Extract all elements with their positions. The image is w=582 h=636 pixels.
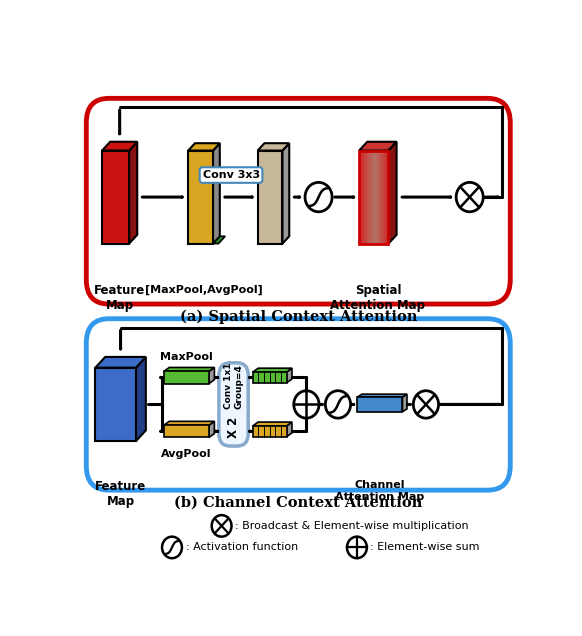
Polygon shape [188,143,220,151]
Text: Conv 1x1
Group=4: Conv 1x1 Group=4 [224,363,243,410]
Polygon shape [95,368,136,441]
Polygon shape [376,151,378,244]
Text: : Activation function: : Activation function [186,543,298,553]
Circle shape [294,391,319,418]
Polygon shape [164,368,214,371]
Polygon shape [359,142,396,151]
Text: : Broadcast & Element-wise multiplication: : Broadcast & Element-wise multiplicatio… [235,521,469,531]
Polygon shape [357,397,403,411]
Text: : Element-wise sum: : Element-wise sum [371,543,480,553]
Polygon shape [361,151,362,244]
Polygon shape [370,151,371,244]
Polygon shape [359,151,361,244]
Polygon shape [385,151,387,244]
Text: Conv 3x3: Conv 3x3 [203,170,260,180]
Circle shape [162,537,182,558]
Circle shape [456,183,483,212]
Text: (b) Channel Context Attention: (b) Channel Context Attention [174,496,423,510]
Polygon shape [253,372,286,383]
Polygon shape [362,151,364,244]
FancyBboxPatch shape [219,363,248,446]
Polygon shape [365,151,367,244]
Circle shape [413,391,439,418]
Polygon shape [389,151,390,244]
Text: X 2: X 2 [227,417,240,438]
Polygon shape [403,394,407,411]
Polygon shape [389,142,396,244]
Polygon shape [194,143,225,244]
Polygon shape [253,368,292,372]
Polygon shape [384,151,385,244]
Polygon shape [382,151,384,244]
Polygon shape [258,143,289,151]
Text: AvgPool: AvgPool [161,449,212,459]
Polygon shape [209,421,214,438]
Polygon shape [378,151,379,244]
Polygon shape [373,151,375,244]
FancyBboxPatch shape [86,99,510,304]
FancyBboxPatch shape [86,319,510,490]
Text: MaxPool: MaxPool [160,352,213,362]
Polygon shape [164,371,209,384]
Polygon shape [364,151,365,244]
Polygon shape [213,143,220,244]
Circle shape [325,391,350,418]
Polygon shape [367,151,368,244]
Polygon shape [253,426,286,437]
Polygon shape [286,422,292,437]
Polygon shape [258,151,282,244]
Text: Feature
Map: Feature Map [95,480,146,508]
Polygon shape [209,368,214,384]
Polygon shape [371,151,373,244]
Polygon shape [379,151,381,244]
Polygon shape [164,421,214,425]
Polygon shape [164,425,209,438]
Circle shape [305,183,332,212]
Polygon shape [129,142,137,244]
Polygon shape [253,422,292,426]
Polygon shape [387,151,389,244]
Circle shape [212,515,232,537]
Text: Spatial
Attention Map: Spatial Attention Map [331,284,425,312]
Polygon shape [381,151,382,244]
Polygon shape [357,394,407,397]
Polygon shape [286,368,292,383]
Polygon shape [368,151,370,244]
Text: [MaxPool,AvgPool]: [MaxPool,AvgPool] [145,284,263,294]
Circle shape [347,537,367,558]
Polygon shape [95,357,146,368]
Polygon shape [375,151,376,244]
Text: Feature
Map: Feature Map [94,284,146,312]
Polygon shape [188,151,213,244]
Text: (a) Spatial Context Attention: (a) Spatial Context Attention [180,310,417,324]
Polygon shape [102,142,137,151]
Polygon shape [282,143,289,244]
Polygon shape [102,151,129,244]
Text: Channel
Attention Map: Channel Attention Map [335,480,424,502]
Polygon shape [136,357,146,441]
